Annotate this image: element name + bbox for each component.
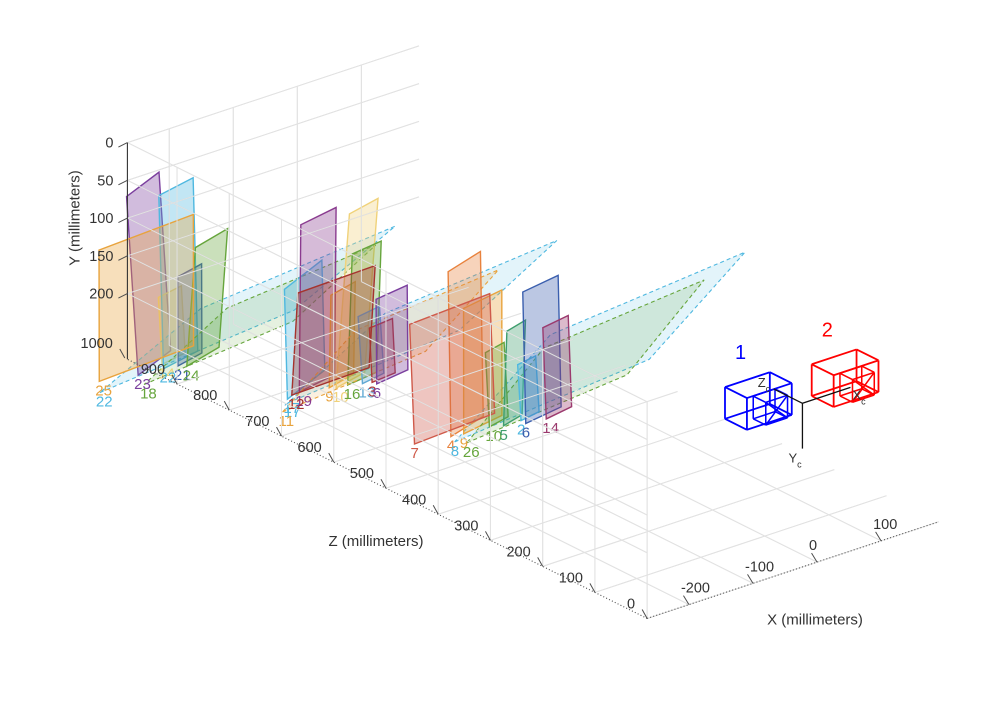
svg-text:14: 14: [542, 420, 559, 437]
svg-text:12: 12: [288, 396, 305, 413]
svg-text:50: 50: [97, 173, 113, 189]
svg-text:900: 900: [141, 362, 165, 378]
svg-text:Z (millimeters): Z (millimeters): [328, 533, 423, 550]
svg-text:0: 0: [627, 596, 635, 612]
svg-text:0: 0: [105, 136, 113, 152]
svg-text:18: 18: [140, 385, 157, 402]
svg-text:-100: -100: [745, 559, 774, 575]
svg-text:150: 150: [89, 249, 113, 265]
svg-text:7: 7: [411, 445, 419, 462]
svg-text:1: 1: [735, 342, 746, 364]
svg-text:11: 11: [279, 413, 295, 430]
svg-text:X (millimeters): X (millimeters): [767, 612, 863, 629]
svg-text:6: 6: [373, 385, 381, 402]
svg-text:1000: 1000: [81, 336, 113, 352]
svg-text:400: 400: [402, 492, 426, 508]
svg-text:600: 600: [298, 440, 322, 456]
svg-text:100: 100: [559, 570, 583, 586]
svg-text:25: 25: [95, 382, 112, 399]
svg-text:200: 200: [506, 544, 530, 560]
svg-text:0: 0: [809, 538, 817, 554]
svg-text:100: 100: [873, 517, 897, 533]
svg-text:5: 5: [500, 427, 508, 444]
svg-text:6: 6: [522, 424, 530, 441]
svg-text:Y (millimeters): Y (millimeters): [66, 170, 83, 266]
svg-text:700: 700: [245, 414, 269, 430]
svg-text:100: 100: [89, 211, 113, 227]
svg-text:-200: -200: [681, 581, 710, 597]
svg-text:200: 200: [89, 287, 113, 303]
svg-text:800: 800: [193, 388, 217, 404]
svg-text:300: 300: [454, 518, 478, 534]
svg-text:500: 500: [350, 466, 374, 482]
svg-text:2: 2: [822, 319, 833, 341]
